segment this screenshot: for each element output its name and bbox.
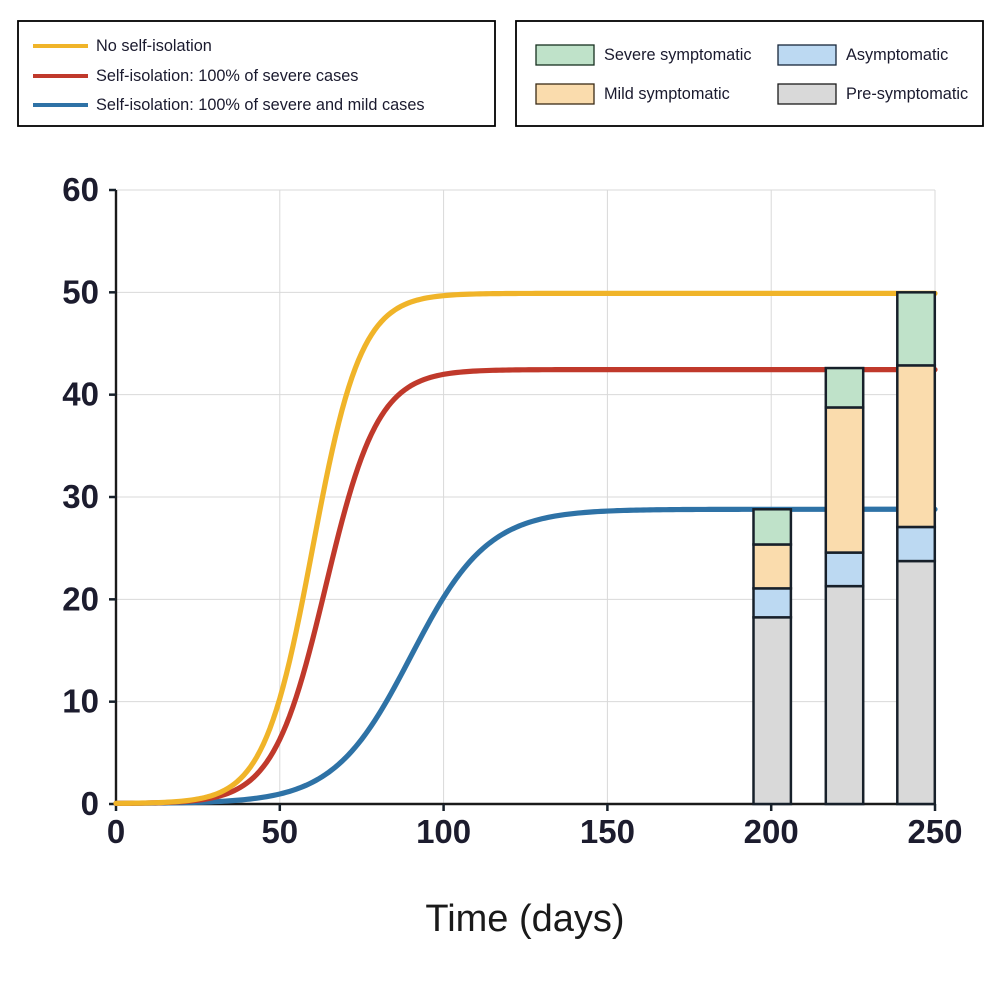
svg-text:Time (days): Time (days) [425, 898, 624, 940]
svg-text:0: 0 [107, 813, 125, 850]
svg-text:250: 250 [907, 813, 962, 850]
svg-text:Pre-symptomatic: Pre-symptomatic [846, 85, 968, 103]
svg-text:Severe symptomatic: Severe symptomatic [604, 46, 752, 64]
svg-text:60: 60 [62, 171, 99, 208]
svg-text:20: 20 [62, 580, 99, 617]
svg-text:0: 0 [81, 785, 99, 822]
svg-text:50: 50 [62, 273, 99, 310]
svg-text:40: 40 [62, 376, 99, 413]
svg-text:30: 30 [62, 478, 99, 515]
svg-text:50: 50 [261, 813, 298, 850]
svg-text:Asymptomatic: Asymptomatic [846, 46, 948, 64]
svg-text:200: 200 [744, 813, 799, 850]
svg-text:Self-isolation: 100% of severe: Self-isolation: 100% of severe cases [96, 67, 358, 85]
svg-text:Self-isolation: 100% of severe: Self-isolation: 100% of severe and mild … [96, 96, 425, 114]
svg-text:Mild symptomatic: Mild symptomatic [604, 85, 730, 103]
svg-text:No self-isolation: No self-isolation [96, 37, 212, 55]
svg-text:100: 100 [416, 813, 471, 850]
svg-text:150: 150 [580, 813, 635, 850]
svg-text:10: 10 [62, 683, 99, 720]
